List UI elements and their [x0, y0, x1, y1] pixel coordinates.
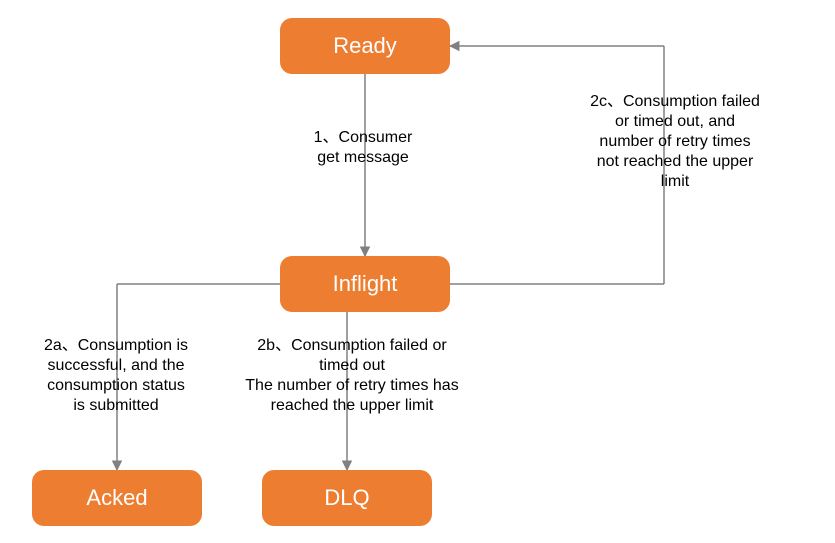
node-dlq-label: DLQ [324, 485, 369, 511]
node-inflight: Inflight [280, 256, 450, 312]
node-acked: Acked [32, 470, 202, 526]
edge-label-2a: 2a、Consumption is successful, and the co… [16, 336, 216, 416]
edge-label-2c: 2c、Consumption failed or timed out, and … [560, 92, 790, 192]
node-acked-label: Acked [86, 485, 147, 511]
node-ready: Ready [280, 18, 450, 74]
node-inflight-label: Inflight [333, 271, 398, 297]
node-ready-label: Ready [333, 33, 397, 59]
edge-label-1: 1、Consumer get message [278, 128, 448, 168]
edge-label-2b: 2b、Consumption failed or timed out The n… [222, 336, 482, 416]
node-dlq: DLQ [262, 470, 432, 526]
